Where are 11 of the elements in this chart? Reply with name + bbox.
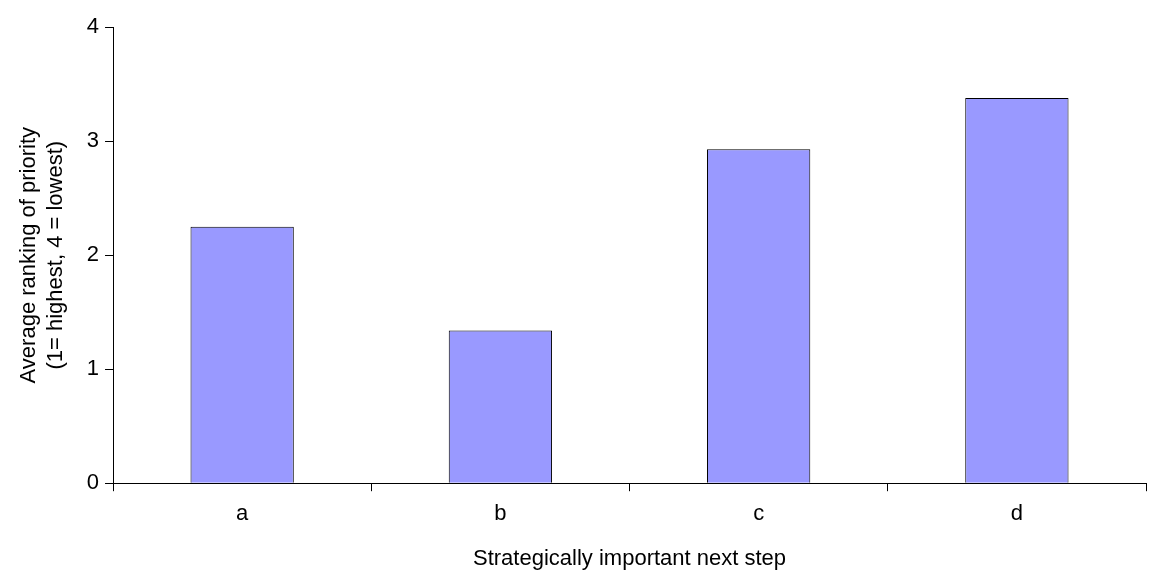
x-tick-label: d — [1010, 500, 1023, 526]
x-tick-label: c — [753, 500, 765, 526]
x-tick-label: b — [494, 500, 507, 526]
y-axis-title: Average ranking of priority (1= highest, 4 = lowest) — [15, 127, 67, 384]
y-tick-label: 1 — [86, 355, 100, 381]
x-axis-title: Strategically important next step — [472, 544, 787, 570]
y-tick-label: 0 — [86, 469, 100, 495]
y-tick-label: 2 — [86, 241, 100, 267]
y-tick-label: 4 — [86, 13, 100, 39]
y-tick-label: 3 — [86, 127, 100, 153]
x-tick-label: a — [236, 500, 250, 526]
